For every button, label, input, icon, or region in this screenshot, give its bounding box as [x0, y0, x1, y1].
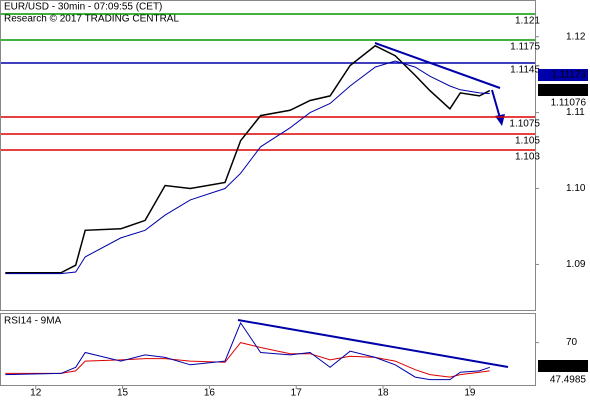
rsi-tag: 50.2211 [551, 361, 587, 372]
rsi-ma-line [5, 342, 490, 378]
chart-subtitle: Research © 2017 TRADING CENTRAL [4, 14, 179, 25]
rsi-tag: 47.4985 [550, 375, 587, 386]
level-label: 1.1145 [510, 65, 540, 76]
price-tag: 1.11113 [552, 85, 586, 96]
x-tick-label: 15 [117, 388, 129, 399]
y-tick-label: 1.12 [566, 31, 586, 42]
x-tick-label: 12 [30, 388, 42, 399]
price-line [5, 44, 491, 274]
price-tag-box [538, 84, 588, 96]
y-tick-label: 1.09 [566, 259, 586, 270]
level-label: 1.1075 [509, 119, 540, 130]
rsi-tag-box [538, 360, 588, 372]
rsi-y-tick-label: 70 [566, 337, 578, 348]
level-label: 1.1175 [510, 42, 540, 53]
level-label: 1.103 [515, 152, 540, 163]
price-panel [0, 0, 536, 311]
y-tick-label: 1.10 [566, 183, 586, 194]
price-tag: 1.11076 [551, 98, 587, 109]
x-tick-label: 18 [377, 388, 389, 399]
x-tick-label: 17 [291, 388, 303, 399]
trend-line [374, 42, 501, 89]
price-tag: 1.11173 [551, 70, 586, 81]
arrow-shaft [491, 89, 501, 119]
level-label: 1.121 [515, 16, 540, 27]
x-tick-label: 19 [464, 388, 476, 399]
level-label: 1.105 [515, 136, 540, 147]
average-line [5, 60, 490, 275]
rsi-trend-line [237, 319, 509, 368]
arrow-head [495, 114, 505, 126]
x-tick-label: 16 [204, 388, 216, 399]
price-tag-box [538, 69, 588, 81]
rsi-panel [0, 313, 536, 386]
rsi-label: RSI14 - 9MA [4, 316, 62, 327]
rsi-line [5, 321, 490, 381]
chart-title: EUR/USD - 30min - 07:09:55 (CET) [4, 2, 162, 13]
y-tick-label: 1.11 [566, 107, 585, 118]
